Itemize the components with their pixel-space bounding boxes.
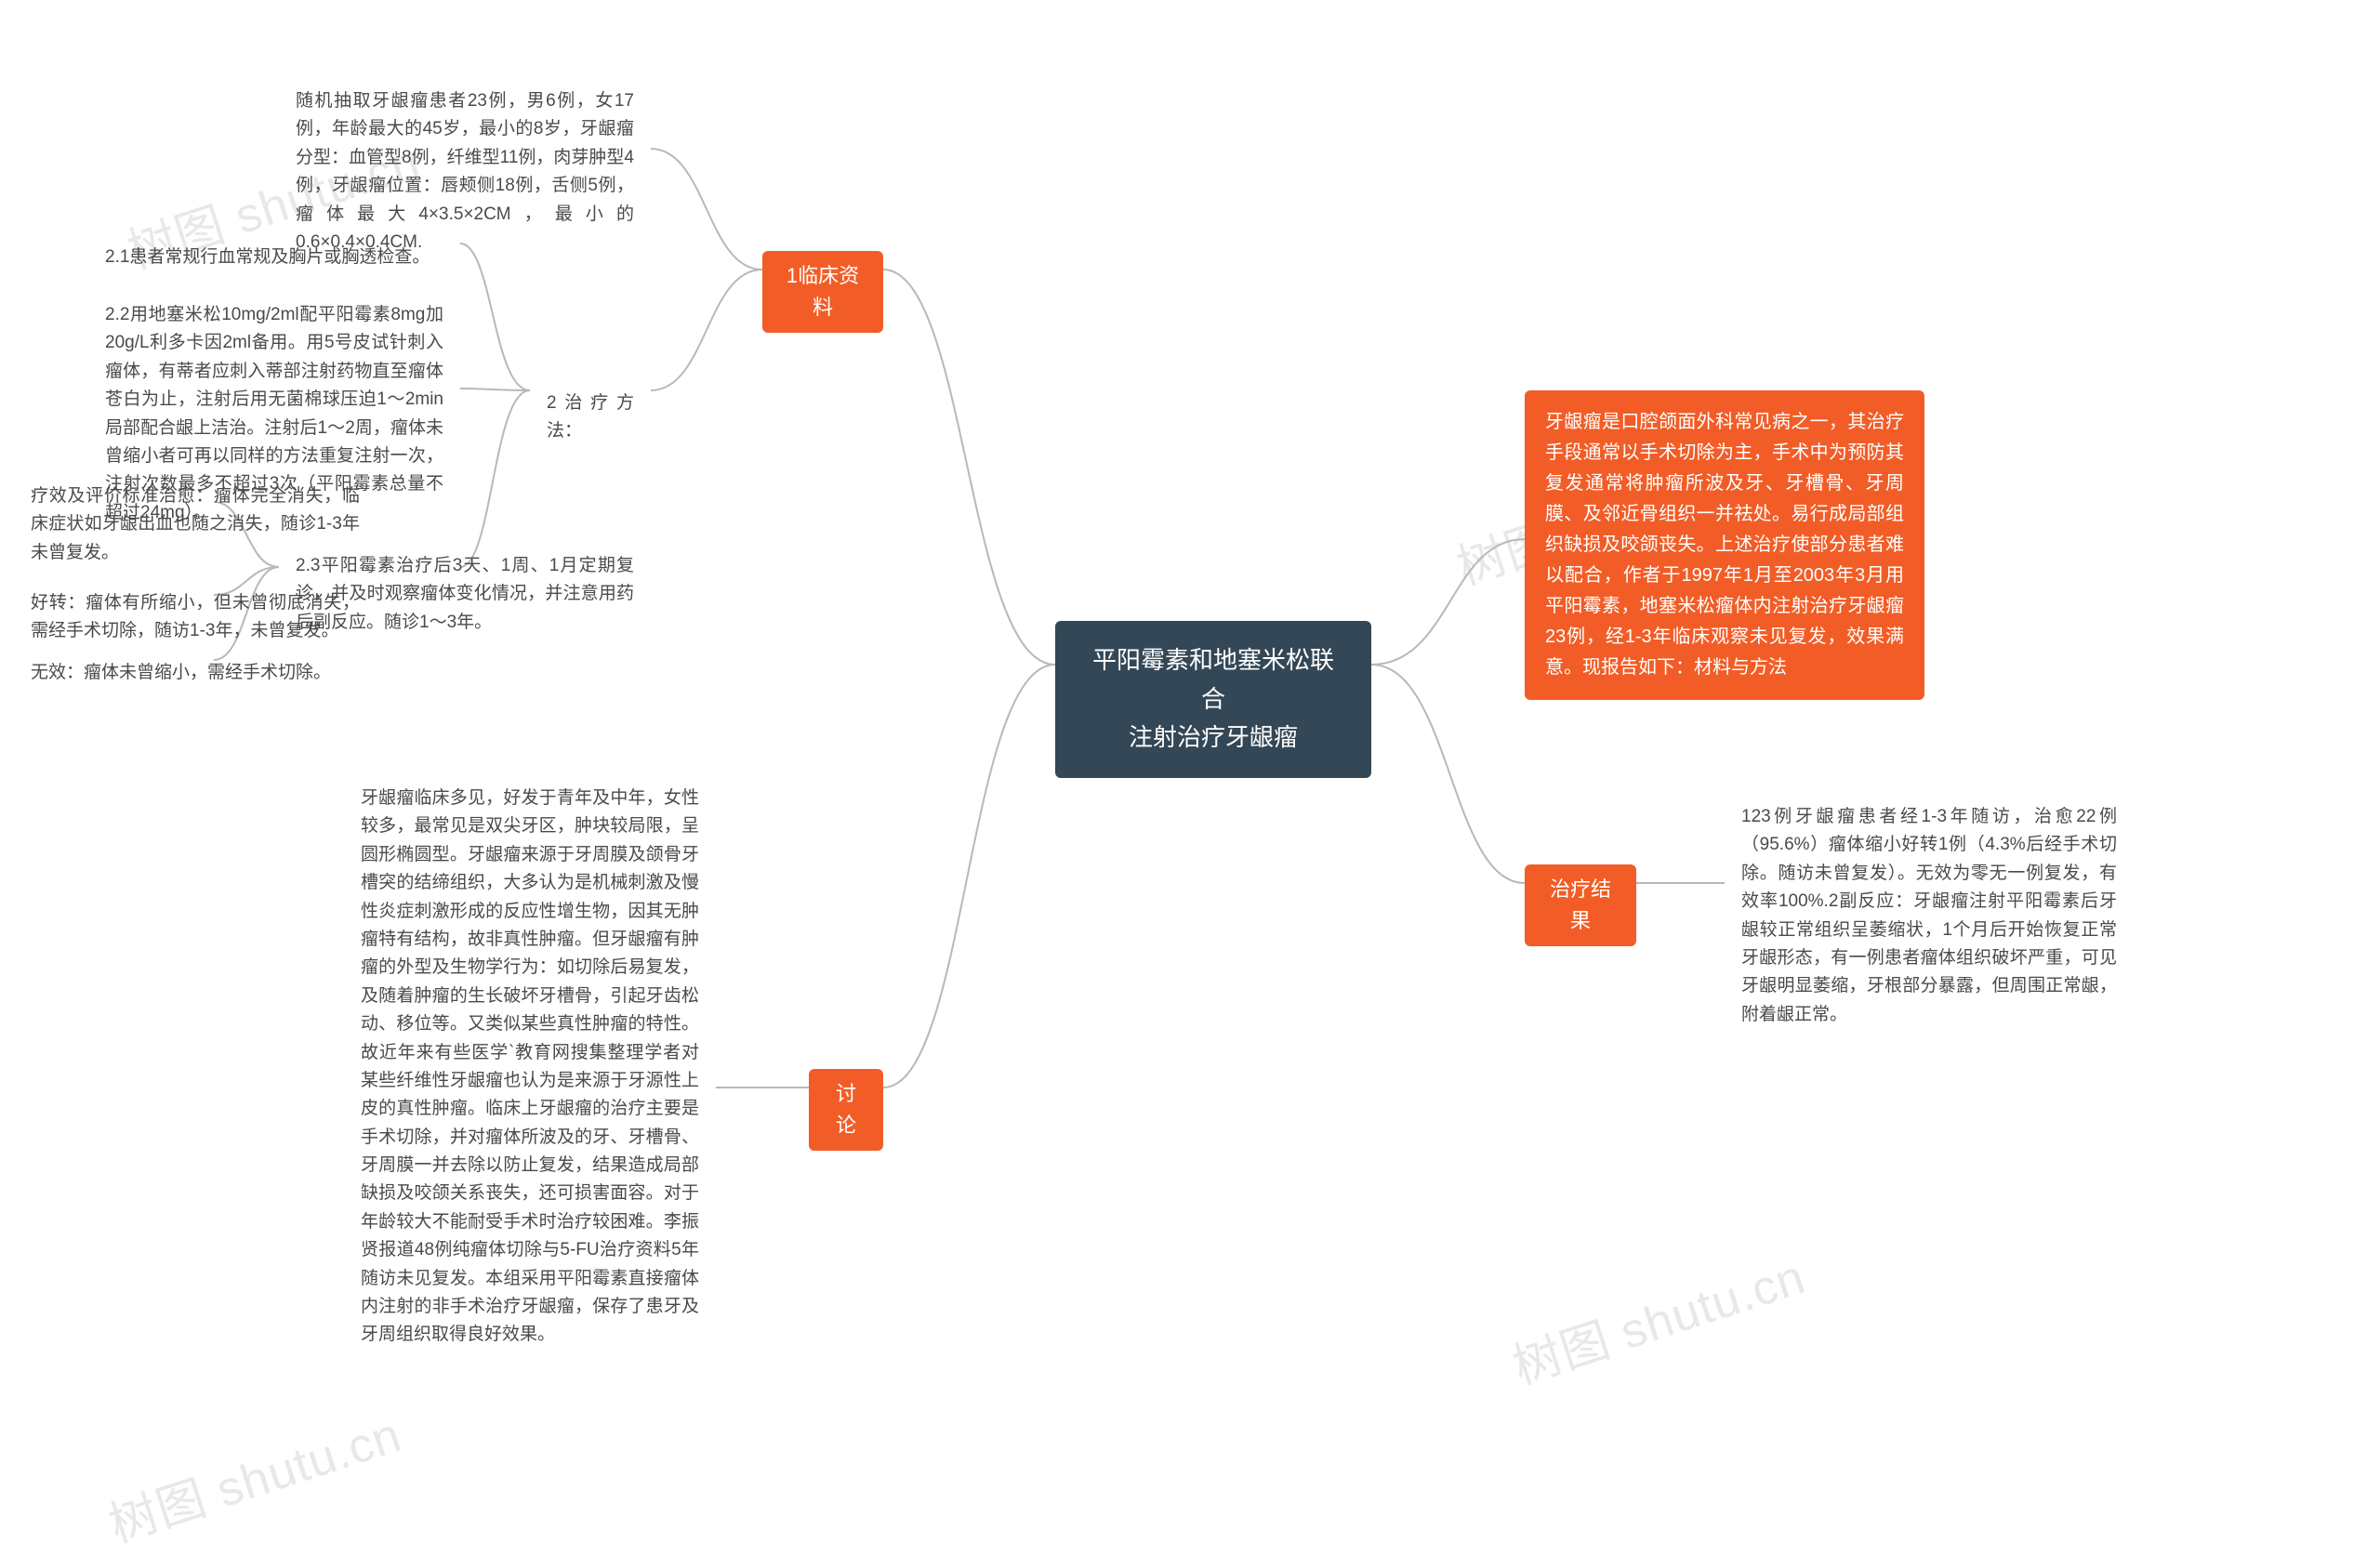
result-leaf: 123例牙龈瘤患者经1-3年随访，治愈22例（95.6%）瘤体缩小好转1例（4.…: [1725, 790, 2134, 1042]
clinical-sub3-leaf3: 无效：瘤体未曾缩小，需经手术切除。: [14, 646, 377, 700]
root-node: 平阳霉素和地塞米松联合 注射治疗牙龈瘤: [1055, 621, 1371, 778]
watermark: 树图 shutu.cn: [99, 1395, 408, 1555]
result-branch: 治疗结果: [1525, 864, 1636, 946]
discuss-leaf: 牙龈瘤临床多见，好发于青年及中年，女性较多，最常见是双尖牙区，肿块较局限，呈圆形…: [344, 771, 716, 1363]
discuss-branch: 讨论: [809, 1069, 883, 1151]
root-line1: 平阳霉素和地塞米松联合: [1081, 641, 1345, 719]
watermark: 树图 shutu.cn: [1502, 1237, 1812, 1397]
clinical-sub2-label: 2治疗方法：: [530, 376, 651, 459]
clinical-sub2-leaf1: 2.1患者常规行血常规及胸片或胸透检查。: [88, 231, 460, 284]
intro-block: 牙龈瘤是口腔颌面外科常见病之一，其治疗手段通常以手术切除为主，手术中为预防其复发…: [1525, 390, 1924, 700]
root-line2: 注射治疗牙龈瘤: [1081, 719, 1345, 758]
clinical-sub3-leaf1: 疗效及评价标准治愈：瘤体完全消失，临床症状如牙龈出血也随之消失，随诊1-3年未曾…: [14, 469, 377, 580]
clinical-branch: 1临床资料: [762, 251, 883, 333]
